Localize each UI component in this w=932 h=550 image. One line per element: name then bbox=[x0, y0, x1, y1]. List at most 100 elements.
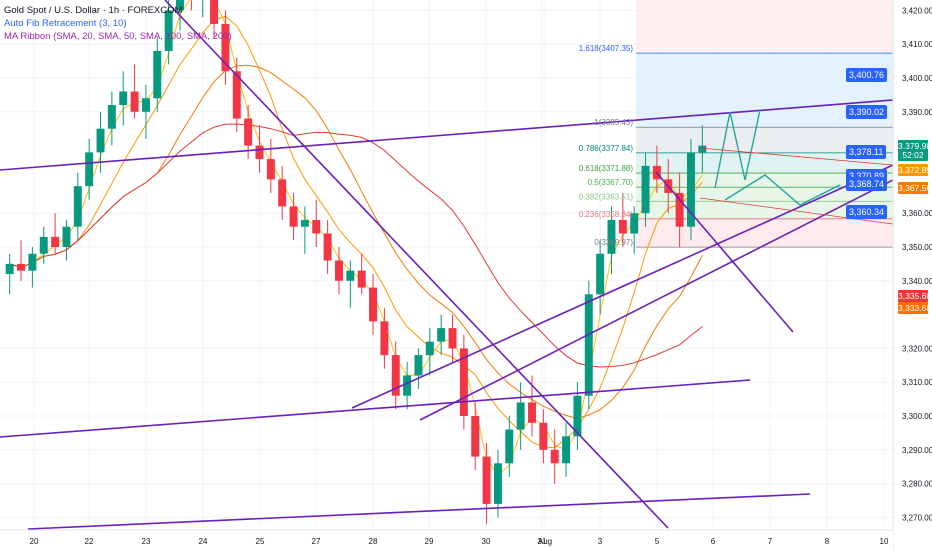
trendline bbox=[0, 379, 751, 438]
x-tick-label: 5 bbox=[655, 537, 660, 546]
x-tick-label: 6 bbox=[711, 537, 716, 546]
candle-body bbox=[232, 71, 241, 119]
candle-body bbox=[584, 294, 593, 396]
x-tick-label: 31 bbox=[538, 537, 547, 546]
candle-body bbox=[334, 260, 343, 281]
candle-body bbox=[528, 402, 536, 423]
candle-body bbox=[505, 429, 514, 464]
candle-body bbox=[346, 270, 355, 281]
candle-body bbox=[244, 118, 253, 146]
candle-body bbox=[437, 328, 446, 342]
candle-body bbox=[630, 213, 639, 234]
projection-path bbox=[724, 174, 841, 206]
candle-body bbox=[266, 159, 275, 180]
y-tick-label: 3,410.00 bbox=[902, 40, 932, 49]
x-tick-label: 8 bbox=[825, 537, 830, 546]
candle-body bbox=[107, 105, 116, 129]
x-tick-label: 29 bbox=[425, 537, 434, 546]
ma-ribbon-indicator-label[interactable]: MA Ribbon (SMA, 20, SMA, 50, SMA, 100, S… bbox=[4, 31, 232, 42]
candle-body bbox=[641, 165, 650, 214]
fib-level-label: 0.618(3371.88) bbox=[579, 164, 634, 173]
candle-body bbox=[550, 449, 559, 464]
target-line bbox=[699, 147, 894, 166]
candle-body bbox=[39, 236, 48, 254]
candle-body bbox=[607, 219, 616, 254]
fib-level-label: 0.786(3377.84) bbox=[579, 144, 634, 153]
x-tick-label: 28 bbox=[369, 537, 378, 546]
axis-price-tag: 3,333.68 bbox=[898, 302, 932, 315]
axis-price-tag: 3,335.60 bbox=[898, 289, 932, 302]
x-tick-label: 27 bbox=[312, 537, 321, 546]
candle-body bbox=[380, 321, 389, 356]
x-tick-label: 20 bbox=[30, 537, 39, 546]
axis-price-tag: 3,372.89 bbox=[898, 163, 932, 176]
candle-body bbox=[414, 355, 423, 376]
candle-body bbox=[312, 219, 321, 234]
candle-body bbox=[675, 192, 684, 227]
y-tick-label: 3,310.00 bbox=[902, 378, 932, 387]
fib-zone-2 bbox=[636, 152, 893, 174]
x-tick-label: 3 bbox=[598, 537, 603, 546]
axis-price-tag: 52:02 bbox=[898, 148, 928, 161]
candle-body bbox=[323, 233, 332, 261]
fib-indicator-label[interactable]: Auto Fib Retracement (3, 10) bbox=[4, 18, 127, 29]
candle-body bbox=[573, 395, 582, 437]
candle-body bbox=[17, 263, 26, 271]
candle-body bbox=[130, 91, 139, 112]
candle-body bbox=[471, 416, 480, 457]
candle-body bbox=[28, 253, 37, 271]
y-tick-label: 3,280.00 bbox=[902, 480, 932, 489]
y-tick-label: 3,420.00 bbox=[902, 6, 932, 15]
candle-body bbox=[96, 128, 105, 153]
trendline bbox=[27, 493, 811, 530]
candle-body bbox=[618, 219, 627, 234]
price-box[interactable]: 3,400.76 bbox=[846, 68, 888, 83]
candle-body bbox=[73, 186, 82, 227]
trendline bbox=[0, 99, 894, 171]
price-box[interactable]: 3,378.11 bbox=[846, 144, 887, 159]
target-line bbox=[699, 197, 894, 225]
candle-body bbox=[403, 375, 412, 396]
candle-body bbox=[153, 50, 162, 99]
candle-body bbox=[119, 91, 128, 106]
y-tick-label: 3,290.00 bbox=[902, 446, 932, 455]
y-tick-label: 3,360.00 bbox=[902, 209, 932, 218]
candle-body bbox=[210, 0, 219, 24]
axis-price-tag: 3,379.98 bbox=[898, 139, 932, 152]
candle-body bbox=[698, 145, 707, 153]
price-box[interactable]: 3,390.02 bbox=[846, 104, 888, 119]
fib-level-label: 1.618(3407.35) bbox=[579, 44, 634, 53]
candle-body bbox=[493, 463, 502, 504]
candle-body bbox=[300, 219, 309, 227]
ma-line bbox=[9, 15, 703, 449]
candle-body bbox=[596, 253, 605, 295]
chart-legend: Gold Spot / U.S. Dollar · 1h · FOREXCOM … bbox=[4, 4, 232, 43]
x-axis-bg bbox=[0, 530, 893, 550]
symbol-title[interactable]: Gold Spot / U.S. Dollar · 1h · FOREXCOM bbox=[4, 5, 183, 16]
candle-body bbox=[289, 206, 298, 227]
candle-body bbox=[255, 145, 264, 160]
candles bbox=[5, 0, 707, 525]
fib-level-label: 0(3349.97) bbox=[594, 238, 633, 247]
y-tick-label: 3,270.00 bbox=[902, 513, 932, 522]
candle-body bbox=[62, 226, 71, 247]
candle-body bbox=[85, 152, 94, 187]
y-axis-bg bbox=[893, 0, 932, 550]
candle-body bbox=[221, 23, 230, 72]
candle-body bbox=[686, 152, 695, 227]
y-tick-label: 3,340.00 bbox=[902, 277, 932, 286]
candle-body bbox=[516, 402, 525, 430]
fib-level-label: 0.5(3367.70) bbox=[588, 178, 634, 187]
price-box[interactable]: 3,368.74 bbox=[846, 176, 888, 191]
candle-body bbox=[425, 341, 434, 356]
trendlines bbox=[0, 0, 894, 530]
x-tick-label: Aug bbox=[538, 537, 552, 546]
candle-body bbox=[278, 179, 287, 207]
fib-level-label: 0.236(3358.34) bbox=[579, 210, 634, 219]
x-tick-label: 25 bbox=[256, 537, 265, 546]
x-tick-label: 10 bbox=[880, 537, 889, 546]
price-box[interactable]: 3,360.34 bbox=[846, 205, 888, 220]
candle-body bbox=[369, 287, 378, 322]
fib-level-label: 1(3385.43) bbox=[594, 118, 633, 127]
